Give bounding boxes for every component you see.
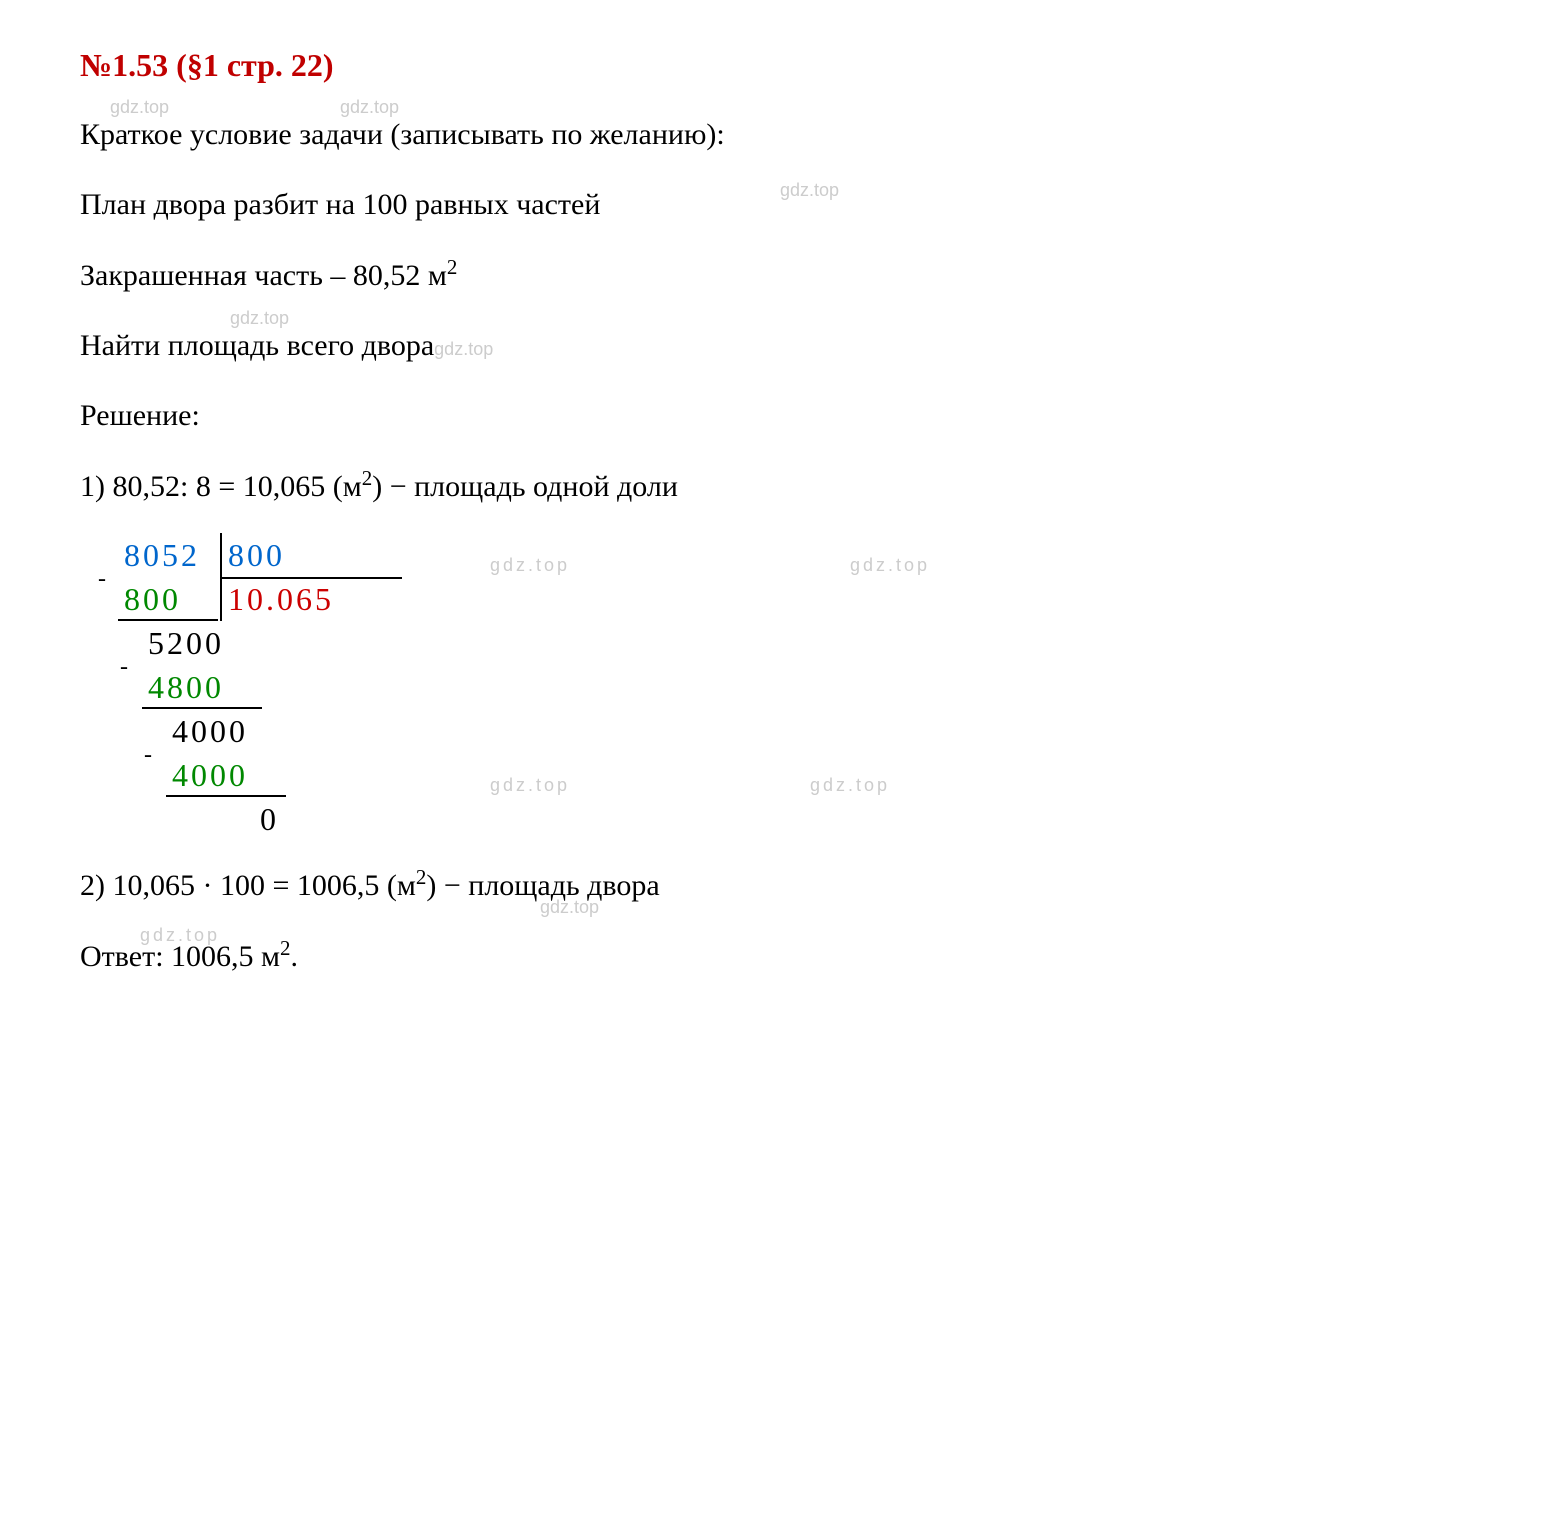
watermark: gdz.top xyxy=(780,176,839,205)
text-line-prefix: Закрашенная часть – 80,52 м xyxy=(80,259,447,292)
subtrahend-2: 4800 xyxy=(148,665,224,710)
remainder-3: 0 xyxy=(260,797,279,842)
superscript: 2 xyxy=(447,255,458,279)
paragraph-condition-3: gdz.top Найти площадь всего двораgdz.top xyxy=(80,322,1461,370)
text-line: Краткое условие задачи (записывать по же… xyxy=(80,118,725,151)
division-row-sub-2: - 4800 xyxy=(100,665,1461,709)
dividend: 8052 xyxy=(124,533,200,578)
paragraph-condition-header: gdz.top gdz.top Краткое условие задачи (… xyxy=(80,111,1461,159)
document-container: №1.53 (§1 стр. 22) gdz.top gdz.top Кратк… xyxy=(80,40,1461,981)
division-row-rem-3: 0 xyxy=(100,797,1461,841)
paragraph-step-2: 2) 10,065 · 100 = 1006,5 (м2) − площадь … xyxy=(80,861,1461,910)
text-line-suffix: ) − площадь одной доли xyxy=(372,470,678,503)
text-line-suffix: ) − площадь двора xyxy=(426,869,659,902)
paragraph-step-1: 1) 80,52: 8 = 10,065 (м2) − площадь одно… xyxy=(80,462,1461,511)
paragraph-condition-1: План двора разбит на 100 равных частей g… xyxy=(80,181,1461,229)
subtrahend-1: 800 xyxy=(124,577,181,622)
division-row-rem-2: 4000 xyxy=(100,709,1461,753)
subtrahend-3: 4000 xyxy=(172,753,248,798)
division-row-sub-1: - 800 10.065 xyxy=(100,577,1461,621)
minus-sign: - xyxy=(98,563,109,597)
remainder-1: 5200 xyxy=(148,621,224,666)
paragraph-solution-header: Решение: xyxy=(80,392,1461,440)
text-line-prefix: Ответ: 1006,5 м xyxy=(80,940,280,973)
minus-sign: - xyxy=(120,651,131,685)
problem-title: №1.53 (§1 стр. 22) xyxy=(80,40,1461,91)
text-line: Найти площадь всего двора xyxy=(80,329,434,362)
division-row-rem-1: 5200 xyxy=(100,621,1461,665)
paragraph-answer: Ответ: 1006,5 м2. xyxy=(80,932,1461,981)
text-line-prefix: 2) 10,065 · 100 = 1006,5 (м xyxy=(80,869,416,902)
superscript: 2 xyxy=(362,466,373,490)
quotient: 10.065 xyxy=(228,577,334,622)
remainder-2: 4000 xyxy=(172,709,248,754)
superscript: 2 xyxy=(280,936,291,960)
division-row-sub-3: - 4000 xyxy=(100,753,1461,797)
text-line: План двора разбит на 100 равных частей xyxy=(80,188,600,221)
division-row-dividend: 8052 800 xyxy=(100,533,1461,577)
minus-sign: - xyxy=(144,739,155,773)
text-line-suffix: . xyxy=(291,940,299,973)
text-line-prefix: 1) 80,52: 8 = 10,065 (м xyxy=(80,470,362,503)
divisor: 800 xyxy=(228,533,285,578)
long-division-work: gdz.top gdz.top gdz.top gdz.top gdz.top … xyxy=(100,533,1461,841)
watermark: gdz.top xyxy=(434,339,493,359)
superscript: 2 xyxy=(416,865,427,889)
paragraph-condition-2: Закрашенная часть – 80,52 м2 xyxy=(80,251,1461,300)
